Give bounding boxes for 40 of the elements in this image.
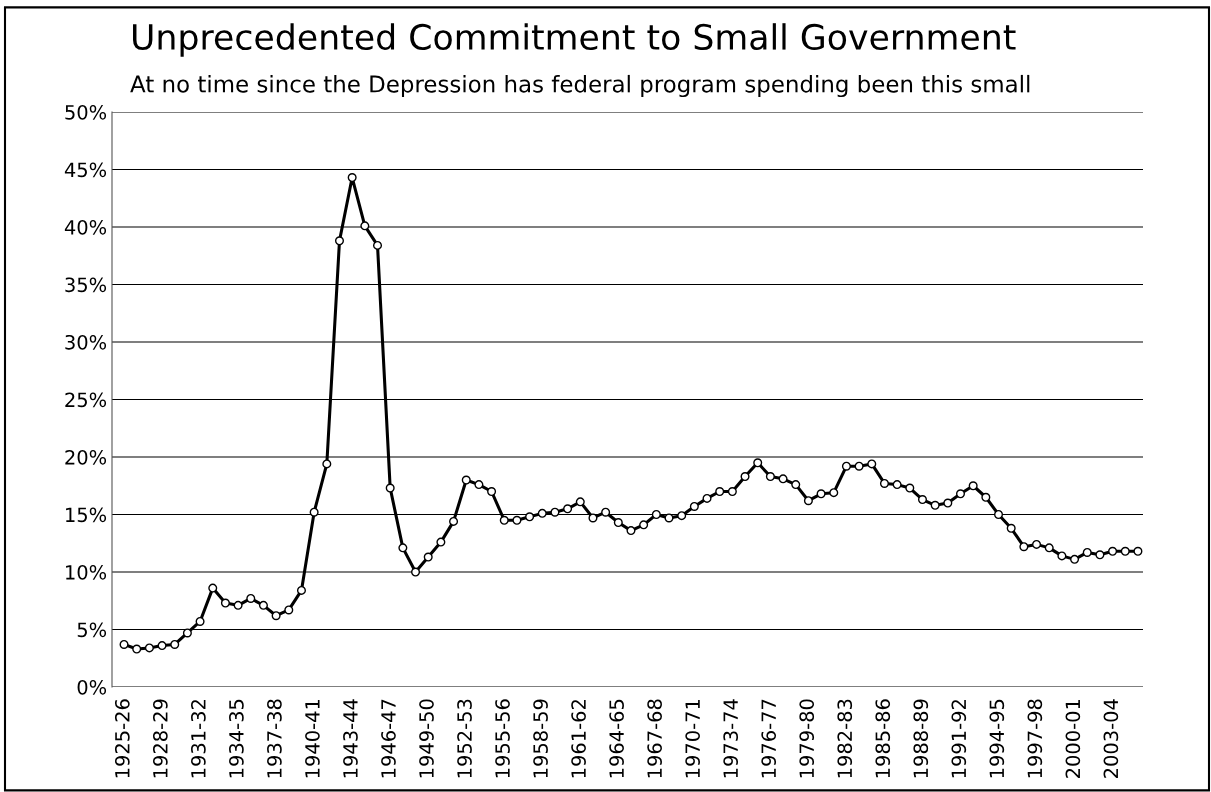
x-tick-label: 1964-65 <box>609 699 624 778</box>
x-tick-label: 1988-89 <box>913 699 929 778</box>
x-tick-label: 1931-32 <box>191 700 206 778</box>
x-tick-label: 1940-41 <box>305 699 320 778</box>
x-tick-label: 1976-77 <box>761 699 777 778</box>
y-tick-label: 15% <box>66 507 107 523</box>
y-tick-label: 35% <box>65 277 107 293</box>
y-tick-label: 40% <box>64 219 107 235</box>
x-tick-label: 1952-53 <box>457 699 472 778</box>
x-tick-label: 1970-71 <box>685 699 700 778</box>
y-tick-label: 5% <box>77 622 107 638</box>
chart-subtitle: At no time since the Depression has federal program spending been this small <box>130 74 1030 98</box>
x-tick-label: 1991-92 <box>951 700 967 778</box>
x-tick-label: 1979-80 <box>799 699 815 778</box>
x-tick-label: 1997-98 <box>1027 699 1043 778</box>
x-tick-label: 1934-35 <box>229 699 244 778</box>
x-tick-label: 1994-95 <box>989 699 1005 778</box>
x-tick-label: 1985-86 <box>875 699 891 778</box>
y-tick-label: 50% <box>65 104 107 120</box>
y-tick-label: 10% <box>66 564 107 580</box>
chart-title: Unprecedented Commitment to Small Government <box>133 23 1016 57</box>
x-tick-label: 1928-29 <box>152 699 168 778</box>
x-tick-label: 1961-62 <box>571 700 586 778</box>
x-tick-label: 1955-56 <box>495 699 510 778</box>
y-tick-label: 20% <box>65 449 107 465</box>
x-tick-label: 1943-44 <box>343 699 358 778</box>
x-tick-label: 2000-01 <box>1065 699 1081 778</box>
y-tick-label: 30% <box>65 334 107 350</box>
x-tick-label: 1958-59 <box>533 699 548 778</box>
x-tick-label: 1925-26 <box>114 699 130 778</box>
x-tick-label: 1967-68 <box>647 699 662 778</box>
y-tick-label: 45% <box>64 162 107 178</box>
x-tick-label: 1982-83 <box>837 699 853 778</box>
x-tick-label: 1973-74 <box>723 699 739 778</box>
x-tick-label: 1949-50 <box>419 699 434 778</box>
x-tick-label: 2003-04 <box>1103 699 1119 778</box>
x-tick-label: 1937-38 <box>267 699 282 778</box>
y-tick-label: 0% <box>77 679 107 695</box>
y-tick-label: 25% <box>65 392 107 408</box>
x-tick-label: 1946-47 <box>381 699 396 778</box>
